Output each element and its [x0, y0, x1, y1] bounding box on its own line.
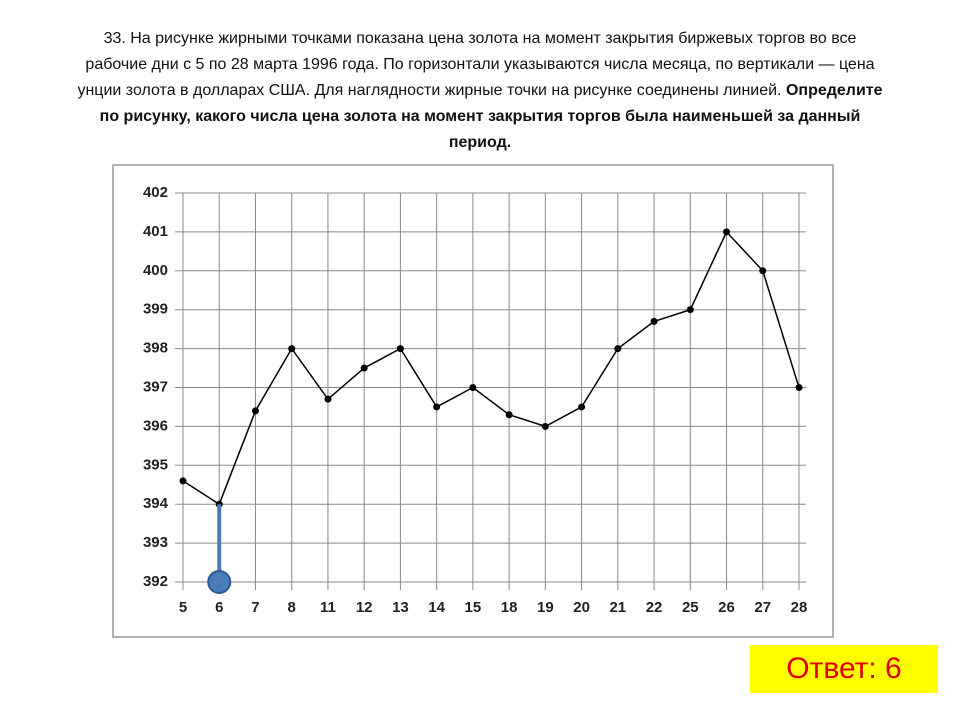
x-tick-label: 6	[215, 599, 223, 616]
point	[179, 477, 187, 485]
x-tick-label: 27	[754, 599, 771, 616]
answer: Ответ: 6	[750, 645, 938, 693]
point	[433, 403, 441, 411]
x-tick-label: 8	[288, 599, 296, 616]
y-tick-label: 398	[143, 340, 168, 357]
point	[324, 395, 332, 403]
y-tick-label: 402	[143, 184, 168, 201]
x-tick-label: 28	[791, 599, 808, 616]
point	[360, 364, 368, 372]
x-tick-label: 22	[646, 599, 663, 616]
point	[686, 306, 694, 314]
point	[396, 345, 404, 353]
y-tick-label: 396	[143, 417, 168, 434]
x-tick-label: 19	[537, 599, 554, 616]
point	[759, 267, 767, 275]
x-tick-label: 14	[428, 599, 445, 616]
y-tick-label: 395	[143, 456, 168, 473]
y-tick-label: 399	[143, 301, 168, 318]
y-tick-label: 393	[143, 534, 168, 551]
point	[469, 384, 477, 391]
point	[505, 411, 513, 419]
x-tick-label: 13	[392, 599, 409, 616]
y-tick-label: 394	[143, 495, 169, 512]
y-tick-label: 401	[143, 223, 168, 240]
point	[541, 422, 549, 430]
x-tick-label: 21	[609, 599, 626, 616]
point	[614, 345, 622, 353]
y-tick-label: 400	[143, 262, 168, 279]
x-tick-label: 15	[465, 599, 482, 616]
x-tick-label: 18	[501, 599, 518, 616]
point	[288, 345, 296, 353]
point	[795, 384, 803, 391]
x-tick-label: 12	[356, 599, 373, 616]
x-tick-label: 26	[718, 599, 735, 616]
question: 33. На рисунке жирными точками показана …	[75, 26, 885, 156]
point	[723, 228, 731, 236]
y-tick-label: 392	[143, 573, 168, 590]
x-tick-label: 5	[179, 599, 187, 616]
question-bold: Определите по рисунку, какого числа цена…	[99, 82, 883, 151]
question-text: 33. На рисунке жирными точками показана …	[77, 30, 875, 99]
point	[251, 407, 259, 415]
y-tick-label: 397	[143, 378, 168, 395]
x-tick-label: 25	[682, 599, 699, 616]
answer-pointer-dot	[207, 570, 232, 594]
line	[182, 230, 800, 506]
point	[650, 317, 658, 325]
point	[578, 403, 586, 411]
x-tick-label: 20	[573, 599, 590, 616]
x-tick-label: 7	[251, 599, 259, 616]
x-tick-label: 11	[320, 599, 336, 616]
